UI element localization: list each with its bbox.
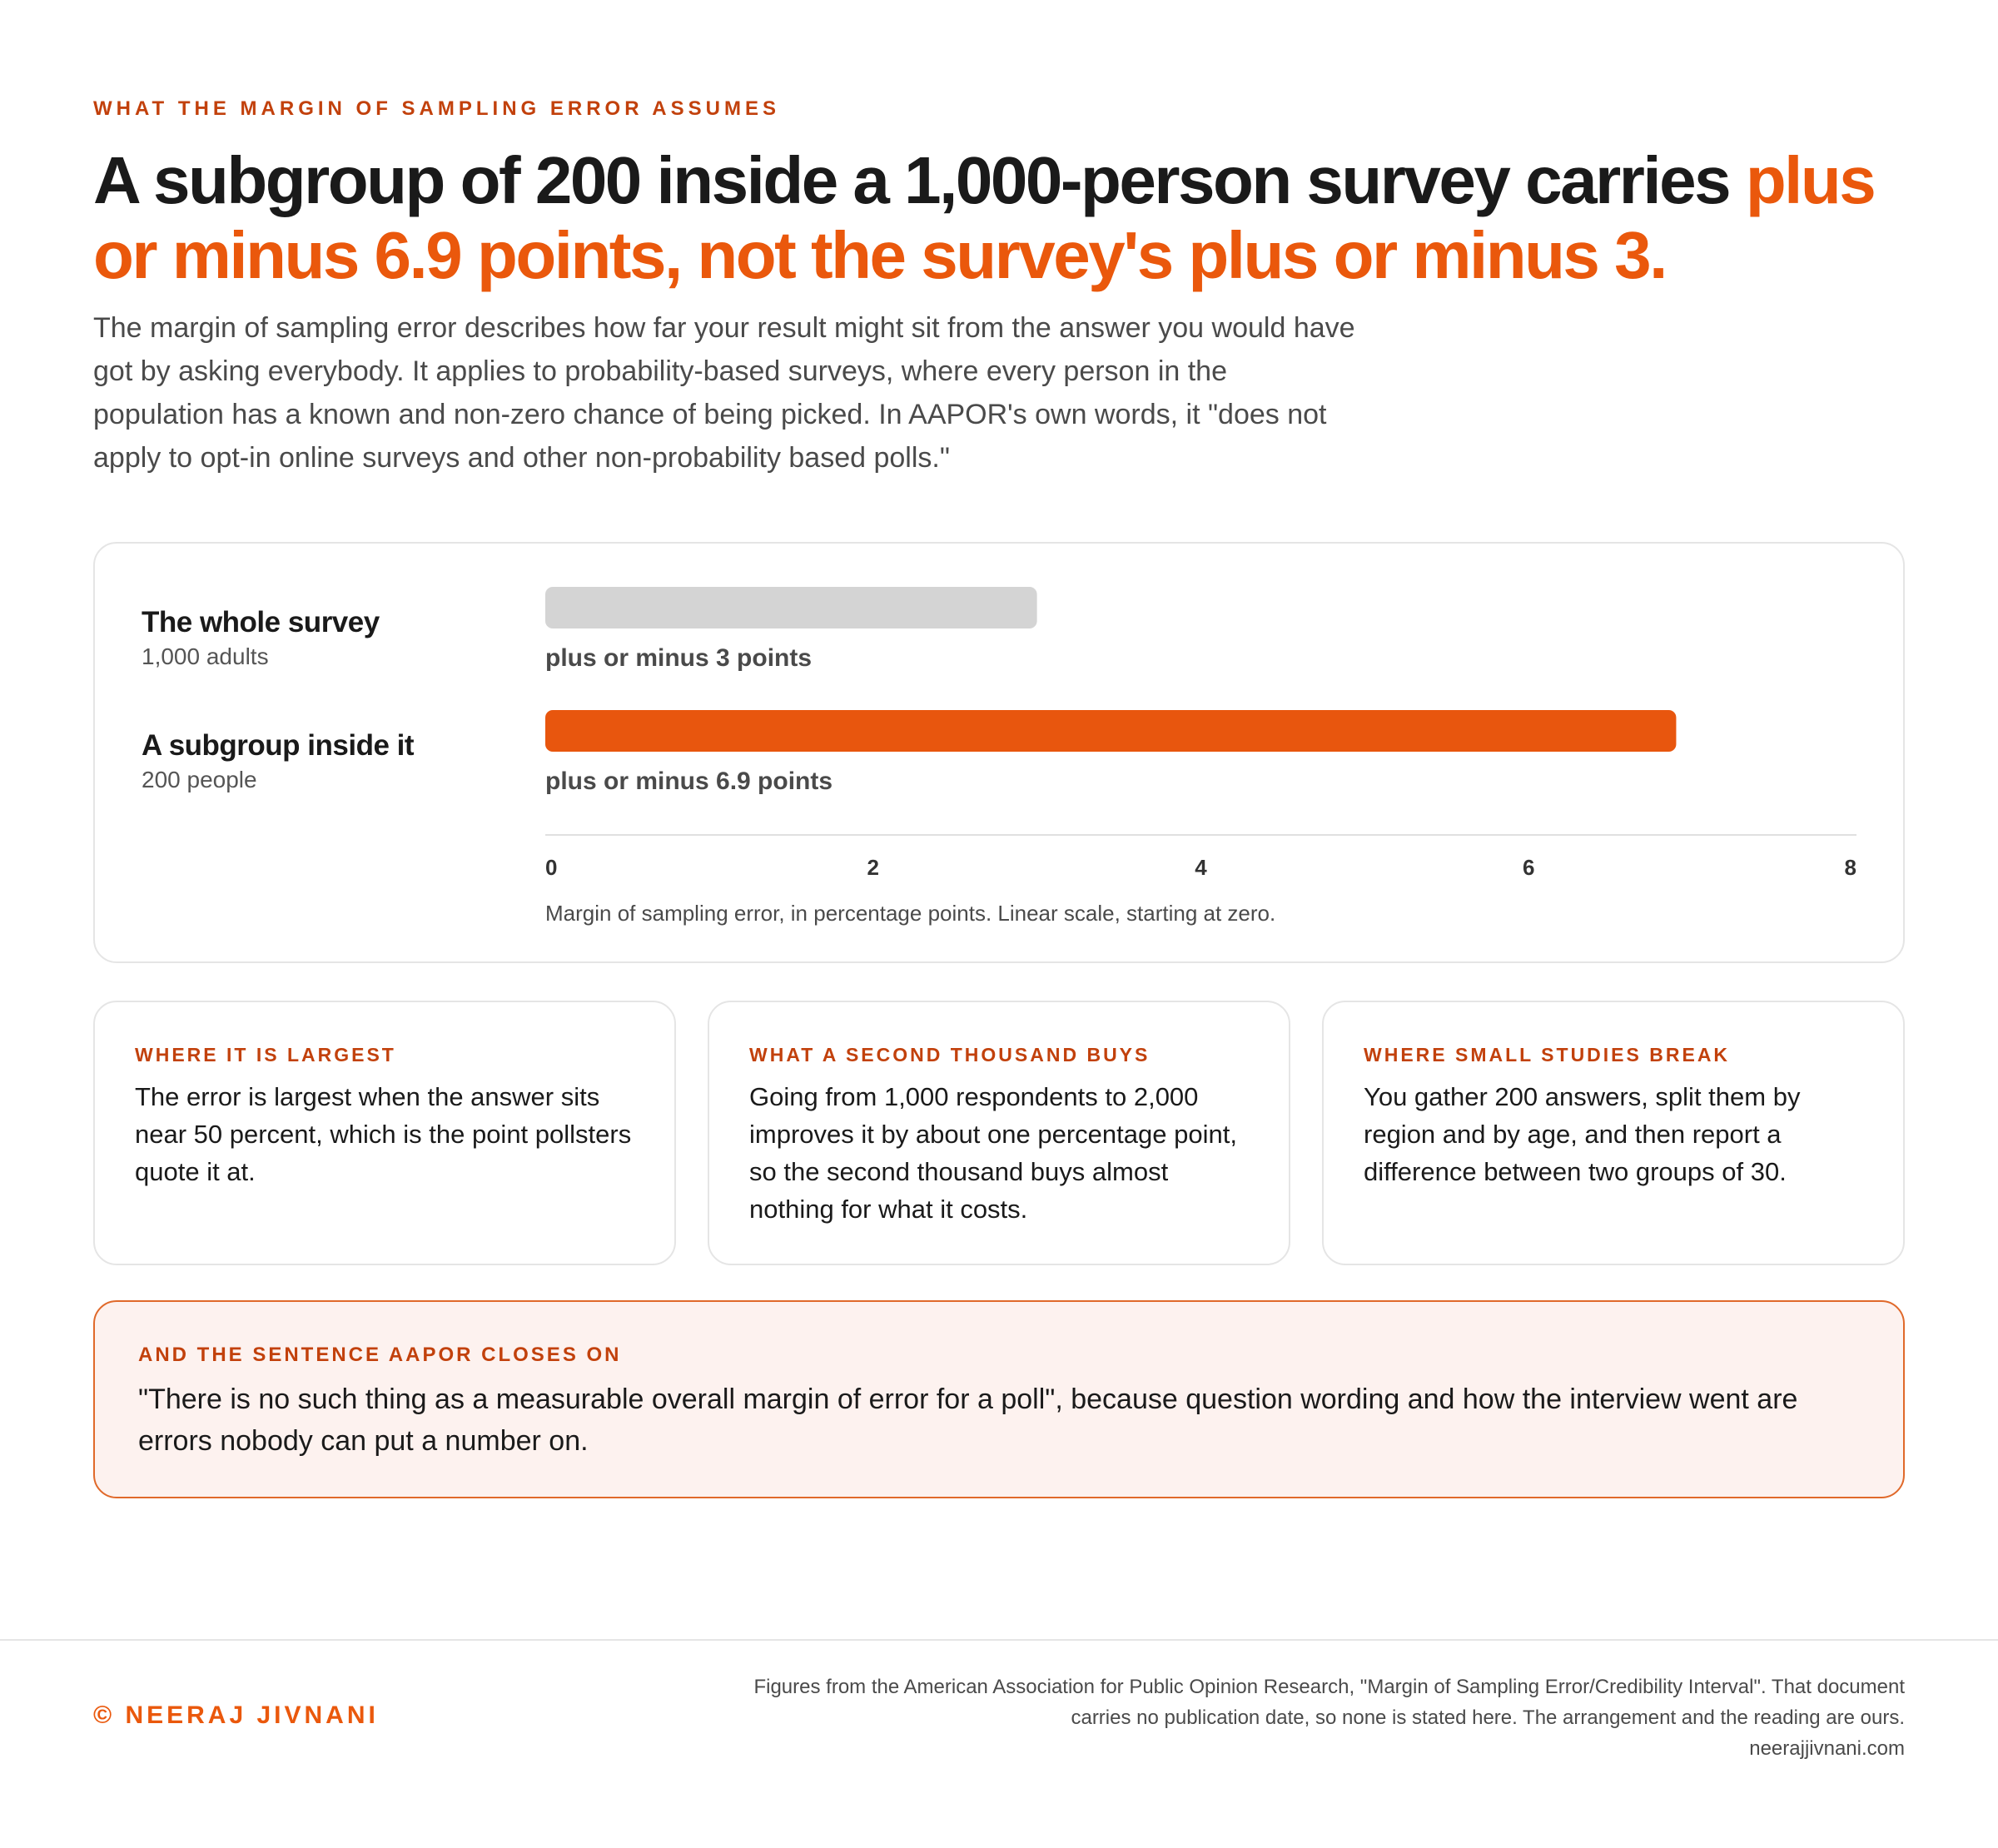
headline-accent: plus or minus 6.9 points, not the survey… — [93, 143, 1876, 292]
callout-label: AND THE SENTENCE AAPOR CLOSES ON — [138, 1344, 622, 1366]
x-tick-label: 8 — [1845, 855, 1856, 880]
source-text: Figures from the American Association fo… — [753, 1676, 1905, 1729]
card-label: WHAT A SECOND THOUSAND BUYS — [749, 1044, 1151, 1066]
row-subtitle: 200 people — [142, 767, 257, 792]
row-title: A subgroup inside it — [142, 729, 415, 762]
brand-credit: © NEERAJ JIVNANI — [93, 1701, 379, 1729]
card-label: WHERE IT IS LARGEST — [135, 1044, 396, 1066]
headline: A subgroup of 200 inside a 1,000-person … — [93, 143, 1925, 293]
footer-divider — [0, 1639, 1998, 1641]
lede-paragraph: The margin of sampling error describes h… — [93, 312, 1355, 474]
headline-lead: A subgroup of 200 inside a 1,000-person … — [93, 143, 1746, 217]
x-tick-label: 2 — [867, 855, 879, 880]
site-link[interactable]: neerajjivnani.com — [1749, 1737, 1905, 1760]
source-note: Figures from the American Association fo… — [739, 1672, 1905, 1764]
x-axis-caption: Margin of sampling error, in percentage … — [545, 901, 1275, 926]
chart-card: The whole survey 1,000 adults plus or minu… — [93, 542, 1905, 963]
bar-value-label: plus or minus 6.9 points — [545, 768, 832, 795]
card-body: Going from 1,000 respondents to 2,000 im… — [749, 1082, 1237, 1224]
x-tick-label: 6 — [1523, 855, 1534, 880]
card-where-largest: WHERE IT IS LARGEST The error is largest… — [93, 1001, 676, 1265]
margin-bar-chart: The whole survey 1,000 adults plus or minu… — [142, 587, 1856, 926]
x-tick-label: 4 — [1195, 855, 1207, 880]
bar — [545, 710, 1677, 752]
callout-quote: "There is no such thing as a measurable … — [138, 1384, 1798, 1457]
card-body: You gather 200 answers, split them by re… — [1364, 1082, 1801, 1186]
bar — [545, 587, 1037, 628]
x-tick-label: 0 — [545, 855, 557, 880]
card-label: WHERE SMALL STUDIES BREAK — [1364, 1044, 1731, 1066]
bar-value-label: plus or minus 3 points — [545, 644, 812, 672]
card-second-thousand: WHAT A SECOND THOUSAND BUYS Going from 1… — [708, 1001, 1290, 1265]
row-title: The whole survey — [142, 606, 380, 638]
eyebrow: WHAT THE MARGIN OF SAMPLING ERROR ASSUME… — [93, 97, 780, 120]
card-small-studies: WHERE SMALL STUDIES BREAK You gather 200… — [1322, 1001, 1905, 1265]
card-body: The error is largest when the answer sit… — [135, 1082, 632, 1186]
row-subtitle: 1,000 adults — [142, 643, 269, 669]
aapor-callout: AND THE SENTENCE AAPOR CLOSES ON "There … — [93, 1300, 1905, 1498]
